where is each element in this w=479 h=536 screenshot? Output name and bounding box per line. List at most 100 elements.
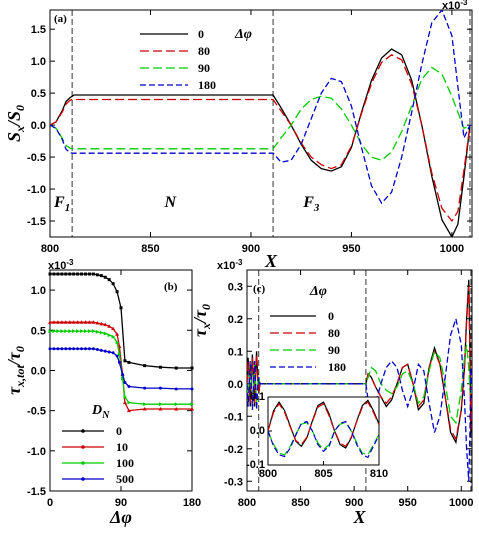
x-tick-label: 900: [345, 497, 363, 509]
series-100-point: [158, 402, 163, 407]
series-500-point: [56, 347, 60, 351]
series-500-point: [48, 347, 52, 351]
inset-y-tick-label: 0.0: [250, 425, 265, 437]
region-label: F3: [302, 194, 320, 214]
legend-marker: [81, 477, 85, 481]
y-axis-title-div: /τ: [190, 309, 210, 325]
series-10-point: [79, 320, 84, 324]
series-100-point: [190, 402, 194, 407]
series-100-point: [72, 329, 76, 334]
panel-label: (b): [164, 281, 178, 293]
series-100-point: [87, 329, 92, 334]
series-10-point: [55, 320, 60, 324]
series-0-point: [115, 290, 119, 294]
series-0-point: [84, 272, 87, 276]
series-500-point: [158, 386, 162, 390]
series-10-point: [95, 321, 100, 325]
series-100-point: [99, 330, 104, 335]
region-sub: 1: [65, 202, 71, 214]
series-10-point: [115, 332, 120, 336]
x-tick-label: 950: [399, 497, 417, 509]
y-tick-label: 0.5: [31, 325, 46, 337]
legend-label: 0: [116, 424, 122, 438]
legend-label: 80: [198, 44, 210, 58]
series-10-point: [158, 407, 163, 411]
inset-y-tick-label: -0.1: [246, 459, 265, 471]
series-500-point: [52, 347, 56, 351]
series-100-point: [76, 329, 80, 334]
series-90-line: [50, 66, 472, 162]
legend-label: 90: [198, 61, 210, 75]
inset-series-80-line: [268, 401, 379, 448]
legend-label: 180: [198, 78, 216, 92]
legend-marker: [81, 445, 85, 449]
series-500-point: [64, 347, 68, 351]
legend-label: 90: [328, 343, 340, 357]
series-0-point: [143, 364, 147, 368]
series-100-point: [143, 402, 147, 407]
series-100-point: [123, 394, 127, 399]
series-10-point: [174, 407, 179, 411]
series-500-point: [91, 347, 95, 351]
y-axis-title-sub: x: [13, 126, 27, 133]
panel-label: (c): [253, 283, 266, 295]
inset-series-180-line: [268, 420, 379, 459]
series-100-point: [117, 352, 122, 357]
series-0-point: [158, 365, 162, 369]
y-tick-label: -1.0: [27, 184, 46, 196]
x-tick-label: 850: [141, 243, 159, 255]
series-500-point: [121, 372, 125, 376]
y-tick-label: 0.0: [228, 379, 243, 391]
y-axis-title-div-sub: 0: [13, 346, 27, 352]
series-0-point: [190, 366, 194, 370]
series-10-point: [111, 326, 116, 331]
series-100-point: [60, 329, 64, 334]
series-500-point: [111, 351, 115, 355]
legend-title: Δφ: [309, 284, 327, 299]
series-10-point: [67, 320, 72, 324]
inset-series-90-line: [268, 421, 379, 456]
x-tick-label: 900: [242, 243, 260, 255]
series-100-point: [127, 400, 131, 405]
series-0-point: [127, 360, 131, 364]
series-0-point: [103, 275, 107, 279]
series-80-line: [247, 286, 472, 441]
series-0-line: [50, 48, 472, 237]
series-500-point: [127, 385, 131, 389]
series-500-point: [190, 387, 194, 391]
y-axis-title: Sx/S0: [4, 105, 27, 142]
region-label: F1: [53, 194, 70, 214]
y-tick-label: -1.0: [27, 446, 46, 458]
inset-y-tick-label: 0.1: [250, 391, 265, 403]
y-axis-title-div: /τ: [4, 351, 24, 367]
inset-x-tick-label: 805: [314, 468, 332, 480]
series-90-line: [247, 344, 472, 425]
series-10-point: [142, 407, 147, 411]
series-10-point: [91, 320, 96, 324]
x-tick-label: 0: [47, 497, 53, 509]
region-sub: 3: [313, 202, 320, 214]
x-tick-label: 1000: [449, 497, 473, 509]
legend-title: DN: [91, 403, 110, 421]
series-0-point: [95, 273, 99, 277]
series-10-point: [83, 320, 88, 324]
series-500-point: [72, 347, 76, 351]
series-0-point: [48, 272, 52, 276]
x-axis-title: Δφ: [109, 507, 132, 527]
y-tick-label: 1.0: [31, 56, 46, 68]
y-tick-label: -0.2: [224, 444, 243, 456]
series-100-point: [48, 329, 52, 334]
series-100-point: [95, 329, 100, 334]
legend-label: 500: [116, 472, 134, 486]
y-axis-title: τx,tot/τ0: [4, 346, 27, 395]
series-500-point: [60, 347, 64, 351]
series-10-point: [107, 324, 112, 328]
series-10-point: [63, 320, 68, 324]
series-100-point: [107, 333, 112, 338]
series-10-point: [122, 400, 127, 405]
series-0-point: [91, 272, 95, 276]
x-tick-label: 800: [41, 243, 59, 255]
series-500-point: [107, 350, 111, 354]
x-tick-label: 850: [291, 497, 309, 509]
